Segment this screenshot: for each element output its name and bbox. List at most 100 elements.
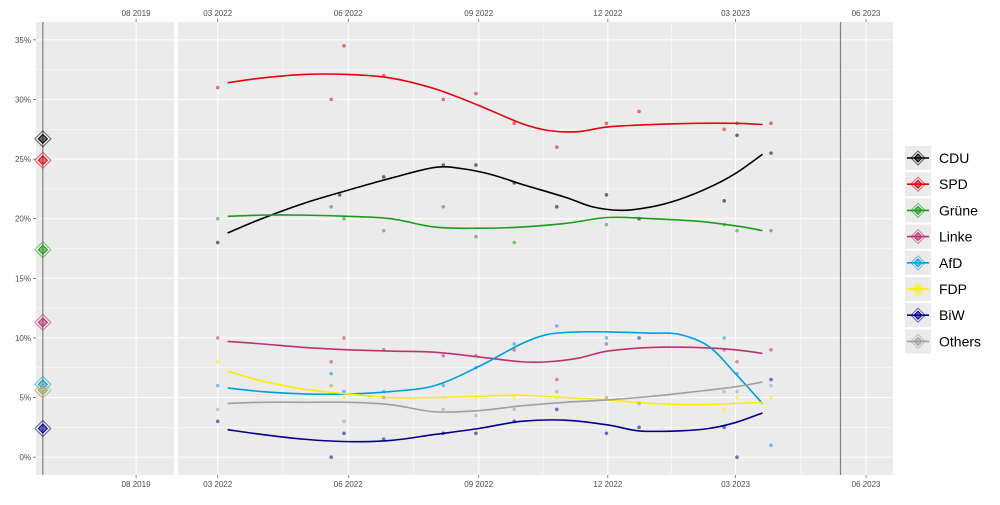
trend-line-fdp [227,370,763,406]
poll-point-linke [769,348,773,352]
x-tick-label-top: 08 2019 [122,9,151,18]
poll-point-spd [342,44,346,48]
poll-point-afd [554,324,559,328]
x-tick-label-top: 09 2022 [464,9,493,18]
poll-point-others [735,389,739,394]
poll-point-linke [554,377,559,382]
poll-point-others [722,389,726,394]
legend-key-outer-marker-others [910,333,926,350]
poll-point-others [342,419,346,424]
poll-point-linke [441,353,446,358]
x-tick-label-top: 03 2022 [203,9,232,18]
poll-point-cdu [337,193,342,197]
legend-key-outer-marker-spd [910,176,926,192]
legend-key-marker-linke [913,231,923,242]
poll-point-biw [554,407,559,412]
previous-result-marker [37,244,49,255]
x-tick-label-bottom: 03 2022 [203,480,232,489]
poll-point-afd [604,336,609,340]
x-tick-label-bottom: 06 2023 [852,480,881,489]
legend-key-marker-fdp [913,284,923,294]
poll-point-others [604,395,609,400]
y-tick-label: 35% [15,36,31,45]
poll-point-others [637,401,641,406]
x-tick-label-top: 03 2023 [721,9,750,18]
poll-point-spd [637,109,641,114]
poll-point-afd [637,336,641,340]
poll-point-gr-ne [735,228,739,233]
poll-point-cdu [769,151,773,155]
legend-label-gr-ne: Grüne [939,202,978,218]
poll-point-gr-ne [512,240,517,245]
previous-result-outer-marker [34,381,52,400]
poll-point-fdp [769,395,773,400]
y-tick-label: 20% [15,215,31,224]
trend-line-biw [227,412,763,443]
legend-key-outer-marker-afd [910,255,926,271]
poll-point-biw [735,455,739,459]
poll-point-fdp [215,359,220,364]
poll-point-linke [735,359,739,364]
legend-label-cdu: CDU [939,150,969,166]
legend-key-outer-marker-fdp [910,281,926,297]
legend-key-outer-marker-biw [910,307,926,323]
x-tick-label-top: 06 2022 [334,9,363,18]
y-tick-label: 10% [15,334,31,343]
poll-point-biw [215,419,220,424]
poll-point-afd [215,383,220,388]
legend-label-linke: Linke [939,229,973,245]
poll-point-spd [512,121,517,126]
x-tick-label-bottom: 06 2022 [334,480,363,489]
poll-point-cdu [735,133,739,138]
poll-point-spd [604,121,609,126]
poll-point-biw [604,431,609,436]
poll-point-others [441,407,446,412]
poll-point-afd [329,371,334,376]
legend-key-marker-afd [913,258,923,268]
poll-point-biw [474,431,478,436]
y-tick-label: 0% [19,453,31,462]
poll-point-fdp [512,395,517,400]
x-tick-label-top: 06 2023 [852,9,881,18]
legend-key-marker-biw [913,310,923,320]
y-tick-label: 25% [15,155,31,164]
legend-label-afd: AfD [939,255,962,271]
poll-point-linke [604,342,609,346]
poll-point-gr-ne [381,228,386,233]
poll-point-gr-ne [769,228,773,233]
legend-key-marker-gr-ne [913,205,923,216]
legend-key-marker-cdu [913,153,923,163]
x-tick-label-bottom: 08 2019 [122,480,151,489]
poll-point-linke [329,359,334,364]
poll-point-others [329,383,334,388]
x-tick-label-bottom: 03 2023 [721,480,750,489]
poll-point-linke [342,336,346,340]
poll-point-cdu [381,175,386,179]
trend-line-spd [227,73,763,133]
trend-line-afd [227,330,764,405]
x-tick-label-top: 12 2022 [593,9,622,18]
previous-result-outer-marker [34,419,52,438]
legend-label-spd: SPD [939,176,968,192]
poll-point-fdp [735,395,739,400]
poll-point-afd [769,443,773,447]
previous-result-marker [37,133,49,145]
poll-point-afd [512,342,517,346]
poll-point-cdu [604,193,609,197]
legend-key-outer-marker-gr-ne [910,202,926,219]
poll-point-linke [215,336,220,340]
legend-key-outer-marker-cdu [910,150,926,166]
y-tick-label: 15% [15,274,31,283]
poll-point-gr-ne [329,204,334,209]
poll-point-fdp [342,395,346,400]
poll-point-gr-ne [554,204,559,209]
poll-point-gr-ne [215,216,220,221]
legend-label-biw: BiW [939,307,965,323]
poll-point-biw [329,455,334,459]
poll-point-fdp [722,407,726,412]
poll-point-gr-ne [604,222,609,227]
x-tick-label-bottom: 09 2022 [464,480,493,489]
poll-point-spd [215,85,220,90]
